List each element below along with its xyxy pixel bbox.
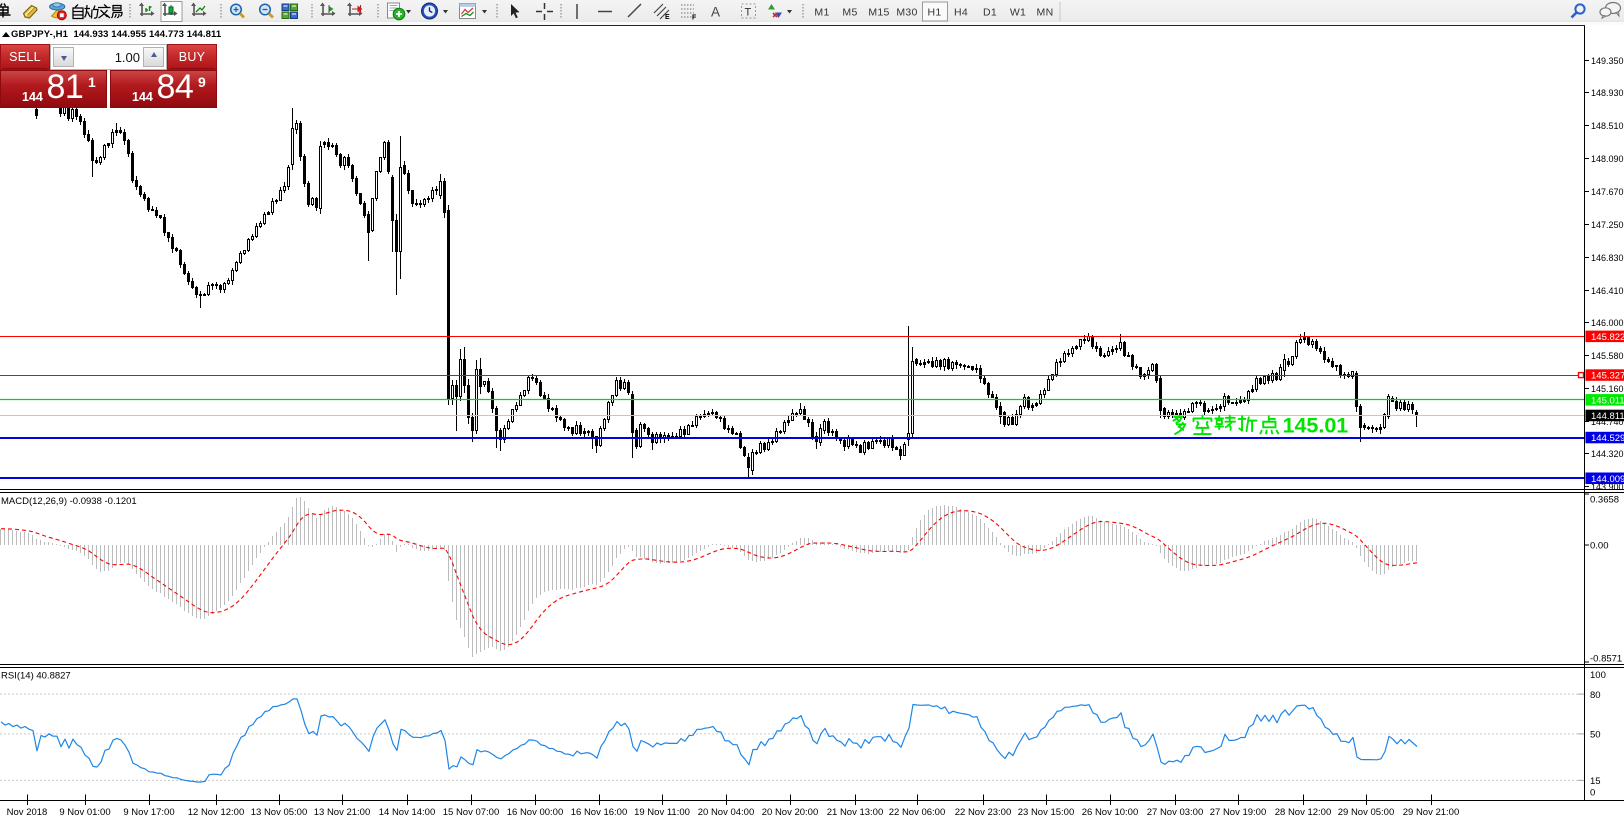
svg-text:-0.8571: -0.8571 bbox=[1590, 654, 1622, 665]
svg-text:16 Nov 16:00: 16 Nov 16:00 bbox=[571, 807, 628, 818]
svg-text:E: E bbox=[665, 14, 670, 21]
svg-text:MACD(12,26,9) -0.0938 -0.1201: MACD(12,26,9) -0.0938 -0.1201 bbox=[1, 496, 137, 507]
svg-text:0.00: 0.00 bbox=[1590, 541, 1609, 552]
svg-text:144.320: 144.320 bbox=[1591, 449, 1624, 459]
svg-text:12 Nov 12:00: 12 Nov 12:00 bbox=[188, 807, 245, 818]
svg-text:0.3658: 0.3658 bbox=[1590, 495, 1619, 506]
svg-text:13 Nov 21:00: 13 Nov 21:00 bbox=[314, 807, 371, 818]
svg-text:T: T bbox=[745, 7, 752, 19]
svg-text:27 Nov 19:00: 27 Nov 19:00 bbox=[1210, 807, 1267, 818]
svg-text:MN: MN bbox=[1037, 7, 1054, 19]
svg-text:RSI(14) 40.8827: RSI(14) 40.8827 bbox=[1, 671, 71, 682]
svg-text:146.830: 146.830 bbox=[1591, 253, 1624, 263]
svg-text:19 Nov 11:00: 19 Nov 11:00 bbox=[634, 807, 690, 818]
svg-text:A: A bbox=[711, 5, 720, 20]
svg-text:26 Nov 10:00: 26 Nov 10:00 bbox=[1082, 807, 1139, 818]
svg-text:21 Nov 13:00: 21 Nov 13:00 bbox=[827, 807, 884, 818]
svg-text:9 Nov 01:00: 9 Nov 01:00 bbox=[59, 807, 110, 818]
svg-text:146.000: 146.000 bbox=[1591, 318, 1624, 328]
svg-text:147.670: 147.670 bbox=[1591, 187, 1624, 197]
svg-text:Nov 2018: Nov 2018 bbox=[7, 807, 48, 818]
svg-text:0: 0 bbox=[1590, 788, 1595, 799]
svg-text:28 Nov 12:00: 28 Nov 12:00 bbox=[1275, 807, 1332, 818]
svg-text:14 Nov 14:00: 14 Nov 14:00 bbox=[379, 807, 436, 818]
svg-text:145.160: 145.160 bbox=[1591, 384, 1624, 394]
svg-text:145.327: 145.327 bbox=[1591, 371, 1624, 382]
svg-text:15: 15 bbox=[1590, 776, 1601, 787]
svg-text:145.822: 145.822 bbox=[1591, 332, 1624, 343]
svg-text:148.510: 148.510 bbox=[1591, 121, 1624, 131]
svg-text:146.410: 146.410 bbox=[1591, 286, 1624, 296]
svg-text:20 Nov 04:00: 20 Nov 04:00 bbox=[698, 807, 755, 818]
svg-text:22 Nov 23:00: 22 Nov 23:00 bbox=[955, 807, 1012, 818]
svg-text:80: 80 bbox=[1590, 690, 1601, 701]
svg-text:M5: M5 bbox=[842, 7, 857, 19]
svg-text:149.350: 149.350 bbox=[1591, 56, 1624, 66]
svg-text:22 Nov 06:00: 22 Nov 06:00 bbox=[889, 807, 946, 818]
svg-text:H1: H1 bbox=[927, 7, 941, 19]
svg-text:F: F bbox=[692, 15, 697, 22]
svg-text:29 Nov 05:00: 29 Nov 05:00 bbox=[1338, 807, 1395, 818]
svg-text:145.01: 145.01 bbox=[1283, 414, 1349, 438]
svg-text:50: 50 bbox=[1590, 730, 1601, 741]
svg-text:29 Nov 21:00: 29 Nov 21:00 bbox=[1403, 807, 1460, 818]
svg-text:15 Nov 07:00: 15 Nov 07:00 bbox=[443, 807, 500, 818]
svg-text:H4: H4 bbox=[954, 7, 968, 19]
svg-text:27 Nov 03:00: 27 Nov 03:00 bbox=[1147, 807, 1204, 818]
svg-text:9 Nov 17:00: 9 Nov 17:00 bbox=[123, 807, 174, 818]
svg-text:147.250: 147.250 bbox=[1591, 220, 1624, 230]
svg-text:100: 100 bbox=[1590, 670, 1606, 681]
svg-text:144.529: 144.529 bbox=[1591, 433, 1624, 444]
svg-text:144.811: 144.811 bbox=[1591, 411, 1624, 422]
svg-text:145.011: 145.011 bbox=[1591, 395, 1624, 406]
svg-text:M1: M1 bbox=[814, 7, 829, 19]
svg-text:W1: W1 bbox=[1010, 7, 1026, 19]
svg-text:145.580: 145.580 bbox=[1591, 351, 1624, 361]
svg-text:144.009: 144.009 bbox=[1591, 474, 1624, 485]
svg-text:148.930: 148.930 bbox=[1591, 88, 1624, 98]
svg-text:M15: M15 bbox=[868, 7, 889, 19]
svg-text:16 Nov 00:00: 16 Nov 00:00 bbox=[507, 807, 564, 818]
svg-text:D1: D1 bbox=[983, 7, 997, 19]
svg-text:23 Nov 15:00: 23 Nov 15:00 bbox=[1018, 807, 1075, 818]
svg-text:148.090: 148.090 bbox=[1591, 154, 1624, 164]
svg-text:20 Nov 20:00: 20 Nov 20:00 bbox=[762, 807, 819, 818]
svg-text:M30: M30 bbox=[896, 7, 917, 19]
svg-text:13 Nov 05:00: 13 Nov 05:00 bbox=[251, 807, 308, 818]
